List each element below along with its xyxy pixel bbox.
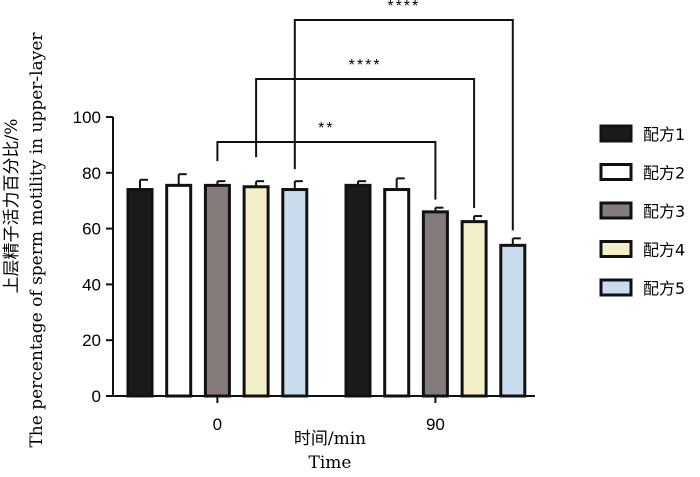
significance-layer: ********** bbox=[216, 0, 514, 231]
bar bbox=[344, 183, 372, 398]
bar bbox=[383, 188, 411, 398]
x-axis-title-en: Time bbox=[309, 453, 352, 473]
significance-label: **** bbox=[387, 0, 420, 15]
x-axis-title: 时间/min bbox=[294, 429, 366, 449]
bar bbox=[242, 185, 270, 398]
y-tick-label: 60 bbox=[82, 220, 101, 239]
bar bbox=[165, 183, 193, 398]
legend-label: 配方5 bbox=[643, 279, 685, 298]
legend-swatch bbox=[599, 163, 633, 181]
significance-label: **** bbox=[349, 57, 382, 74]
x-tick-label: 0 bbox=[213, 415, 222, 434]
y-axis-title: 上层精子活力百分比/% bbox=[2, 119, 22, 294]
legend-label: 配方4 bbox=[643, 241, 685, 260]
significance-bracket bbox=[216, 141, 437, 200]
legend-label: 配方3 bbox=[643, 202, 685, 221]
legend-label: 配方2 bbox=[643, 164, 685, 183]
bar bbox=[499, 243, 527, 398]
bar bbox=[203, 183, 231, 398]
legend-swatch bbox=[599, 124, 633, 143]
y-tick-label: 80 bbox=[82, 164, 101, 183]
bar bbox=[126, 188, 154, 398]
legend-label: 配方1 bbox=[643, 125, 685, 144]
legend: 配方1 配方2 配方3 配方4 配方5 bbox=[599, 124, 685, 298]
y-tick-label: 100 bbox=[73, 108, 101, 127]
y-tick-label: 20 bbox=[82, 331, 101, 350]
significance-bracket bbox=[293, 19, 514, 231]
y-tick-label: 40 bbox=[82, 275, 101, 294]
significance-bracket bbox=[255, 78, 476, 209]
bar bbox=[281, 188, 309, 398]
bar bbox=[460, 220, 488, 398]
bars-layer bbox=[126, 173, 527, 398]
legend-swatch bbox=[599, 278, 633, 297]
x-tick-label: 90 bbox=[426, 415, 445, 434]
significance-label: ** bbox=[318, 120, 334, 137]
legend-swatch bbox=[599, 201, 633, 220]
bar bbox=[421, 210, 449, 398]
axes-layer: 0 20 40 60 80 100 0 90 bbox=[73, 108, 535, 434]
y-axis-title-en: The percentage of sperm motility in uppe… bbox=[27, 32, 47, 448]
legend-swatch bbox=[599, 240, 633, 258]
y-tick-label: 0 bbox=[92, 387, 101, 406]
